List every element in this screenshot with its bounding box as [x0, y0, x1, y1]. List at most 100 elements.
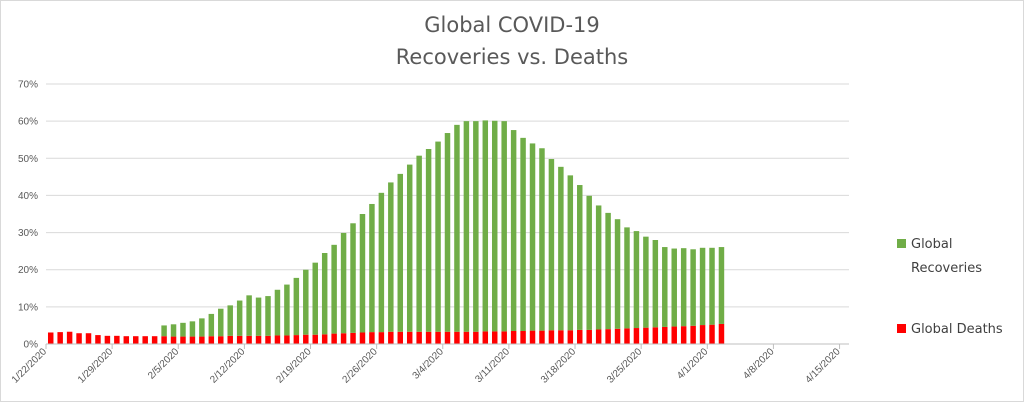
- deaths-bar: [142, 336, 148, 344]
- deaths-bar: [284, 335, 290, 344]
- recoveries-bar: [265, 296, 271, 336]
- y-tick-label: 30%: [18, 228, 38, 239]
- deaths-bar: [567, 330, 574, 344]
- recoveries-bar: [444, 133, 451, 332]
- recoveries-bar: [425, 149, 432, 332]
- x-axis-labels: 1/22/2020 1/29/2020 2/5/2020 2/12/2020 2/19/…: [10, 346, 843, 386]
- legend-recoveries-label: Recoveries: [911, 261, 982, 276]
- x-tick-label: 1/22/2020: [10, 346, 50, 386]
- recoveries-bar: [482, 120, 489, 332]
- recoveries-bar: [605, 212, 611, 330]
- deaths-bar: [199, 336, 205, 344]
- x-tick-label: 4/8/2020: [741, 346, 777, 382]
- deaths-bar: [425, 331, 432, 344]
- recoveries-bar: [331, 244, 337, 334]
- legend-recoveries-label: Global: [911, 237, 952, 252]
- recoveries-bar: [709, 247, 715, 325]
- deaths-bar: [652, 327, 659, 344]
- recoveries-bar: [369, 203, 375, 333]
- recoveries-bar: [671, 248, 677, 327]
- x-axis: [45, 343, 849, 349]
- deaths-bar: [614, 328, 621, 344]
- recoveries-bar: [595, 205, 602, 330]
- recoveries-bar: [510, 130, 517, 331]
- x-tick-label: 4/1/2020: [675, 346, 711, 382]
- x-tick-label: 2/5/2020: [146, 346, 182, 382]
- x-tick-label: 1/29/2020: [76, 346, 116, 386]
- deaths-bar: [718, 323, 725, 344]
- recoveries-bar: [312, 262, 318, 335]
- deaths-bar: [491, 331, 498, 344]
- x-tick-label: 3/11/2020: [473, 346, 512, 385]
- legend: Global Recoveries Global Deaths: [897, 237, 1003, 337]
- deaths-bar: [539, 330, 545, 344]
- deaths-bar: [85, 333, 92, 344]
- deaths-bar: [321, 334, 328, 344]
- recoveries-bar: [350, 223, 356, 333]
- deaths-bar: [378, 332, 385, 344]
- deaths-bar: [662, 326, 668, 344]
- recoveries-bar: [435, 141, 441, 332]
- recoveries-bar: [614, 219, 621, 329]
- recoveries-bar: [463, 121, 470, 332]
- deaths-bar: [690, 325, 696, 344]
- recoveries-bar: [652, 240, 659, 328]
- x-tick-label: 3/25/2020: [605, 346, 645, 386]
- recoveries-bar: [548, 159, 555, 331]
- deaths-bar: [558, 330, 564, 344]
- deaths-bar: [435, 331, 441, 344]
- deaths-bar: [501, 331, 507, 344]
- recoveries-bar: [255, 297, 262, 336]
- deaths-bar: [331, 333, 337, 344]
- deaths-bar: [680, 326, 687, 344]
- legend-deaths-label: Global Deaths: [911, 322, 1003, 337]
- deaths-bar: [586, 329, 592, 344]
- deaths-bar: [104, 335, 111, 344]
- recoveries-bar: [520, 137, 526, 331]
- deaths-bar: [265, 335, 271, 344]
- deaths-bar: [95, 335, 101, 344]
- y-tick-label: 60%: [18, 117, 38, 128]
- deaths-bar: [699, 325, 706, 344]
- x-tick-label: 2/19/2020: [274, 346, 314, 386]
- deaths-bar: [114, 335, 120, 344]
- y-tick-label: 40%: [18, 191, 38, 202]
- recoveries-bar: [397, 173, 404, 332]
- deaths-bar: [595, 329, 602, 344]
- deaths-bar: [47, 332, 54, 344]
- y-tick-label: 20%: [18, 265, 38, 276]
- recoveries-bar: [378, 192, 385, 333]
- recoveries-bar: [321, 253, 328, 335]
- deaths-bar: [218, 336, 224, 344]
- legend-recoveries-swatch: [897, 239, 906, 248]
- legend-deaths-swatch: [897, 324, 906, 333]
- deaths-bar: [151, 336, 158, 344]
- recoveries-bar: [558, 166, 564, 331]
- recoveries-bar: [199, 318, 205, 337]
- deaths-bar: [312, 334, 318, 344]
- deaths-bar: [293, 335, 300, 344]
- deaths-bar: [388, 331, 394, 344]
- recoveries-bar: [624, 227, 630, 329]
- recoveries-bar: [718, 247, 725, 324]
- recoveries-bar: [388, 182, 394, 332]
- recoveries-bar: [567, 175, 574, 331]
- deaths-bar: [246, 335, 252, 344]
- recoveries-bar: [501, 121, 507, 332]
- deaths-bar: [397, 331, 404, 344]
- deaths-bar: [57, 332, 63, 344]
- deaths-bar: [255, 335, 262, 344]
- deaths-bar: [170, 336, 177, 344]
- recoveries-bar: [454, 124, 460, 332]
- recoveries-bar: [539, 148, 545, 331]
- recoveries-bar: [236, 300, 243, 336]
- deaths-bar: [671, 326, 677, 344]
- deaths-bar: [510, 331, 517, 344]
- deaths-bar: [643, 327, 649, 344]
- deaths-bar: [624, 328, 630, 344]
- y-tick-label: 70%: [18, 80, 38, 91]
- deaths-bar: [444, 331, 451, 344]
- y-tick-label: 50%: [18, 154, 38, 165]
- recoveries-bar: [690, 249, 696, 326]
